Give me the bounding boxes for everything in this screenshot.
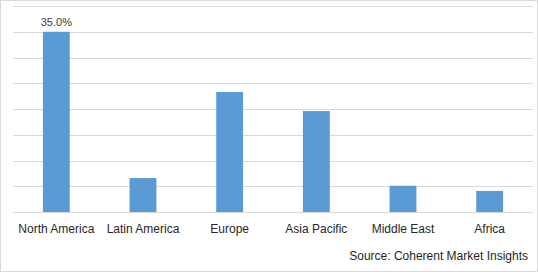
bar xyxy=(130,178,157,212)
frame xyxy=(1,1,538,272)
bar xyxy=(390,186,417,212)
grid-line xyxy=(13,135,533,136)
x-tick-label: Europe xyxy=(210,222,249,236)
source-note: Source: Coherent Market Insights xyxy=(349,249,528,263)
x-tick-label: North America xyxy=(18,222,94,236)
chart-container: North America Latin America Europe Asia Pac… xyxy=(0,0,538,272)
grid-line xyxy=(13,109,533,110)
grid-line xyxy=(13,212,533,213)
x-tick-label: Asia Pacific xyxy=(285,222,347,236)
bar xyxy=(303,111,330,212)
grid-line xyxy=(13,83,533,84)
grid-line xyxy=(13,161,533,162)
chart-svg: North America Latin America Europe Asia Pac… xyxy=(0,0,538,272)
grid-line xyxy=(13,6,533,7)
grid-line xyxy=(13,186,533,187)
bar xyxy=(43,32,70,212)
grid-line xyxy=(13,32,533,33)
bars xyxy=(43,32,503,212)
x-tick-label: Africa xyxy=(474,222,505,236)
bar xyxy=(476,191,503,212)
x-tick-label: Latin America xyxy=(107,222,180,236)
bar xyxy=(216,92,243,212)
data-label: 35.0% xyxy=(41,16,72,28)
grid-line xyxy=(13,58,533,59)
x-tick-label: Middle East xyxy=(372,222,435,236)
x-axis-line xyxy=(13,212,533,213)
